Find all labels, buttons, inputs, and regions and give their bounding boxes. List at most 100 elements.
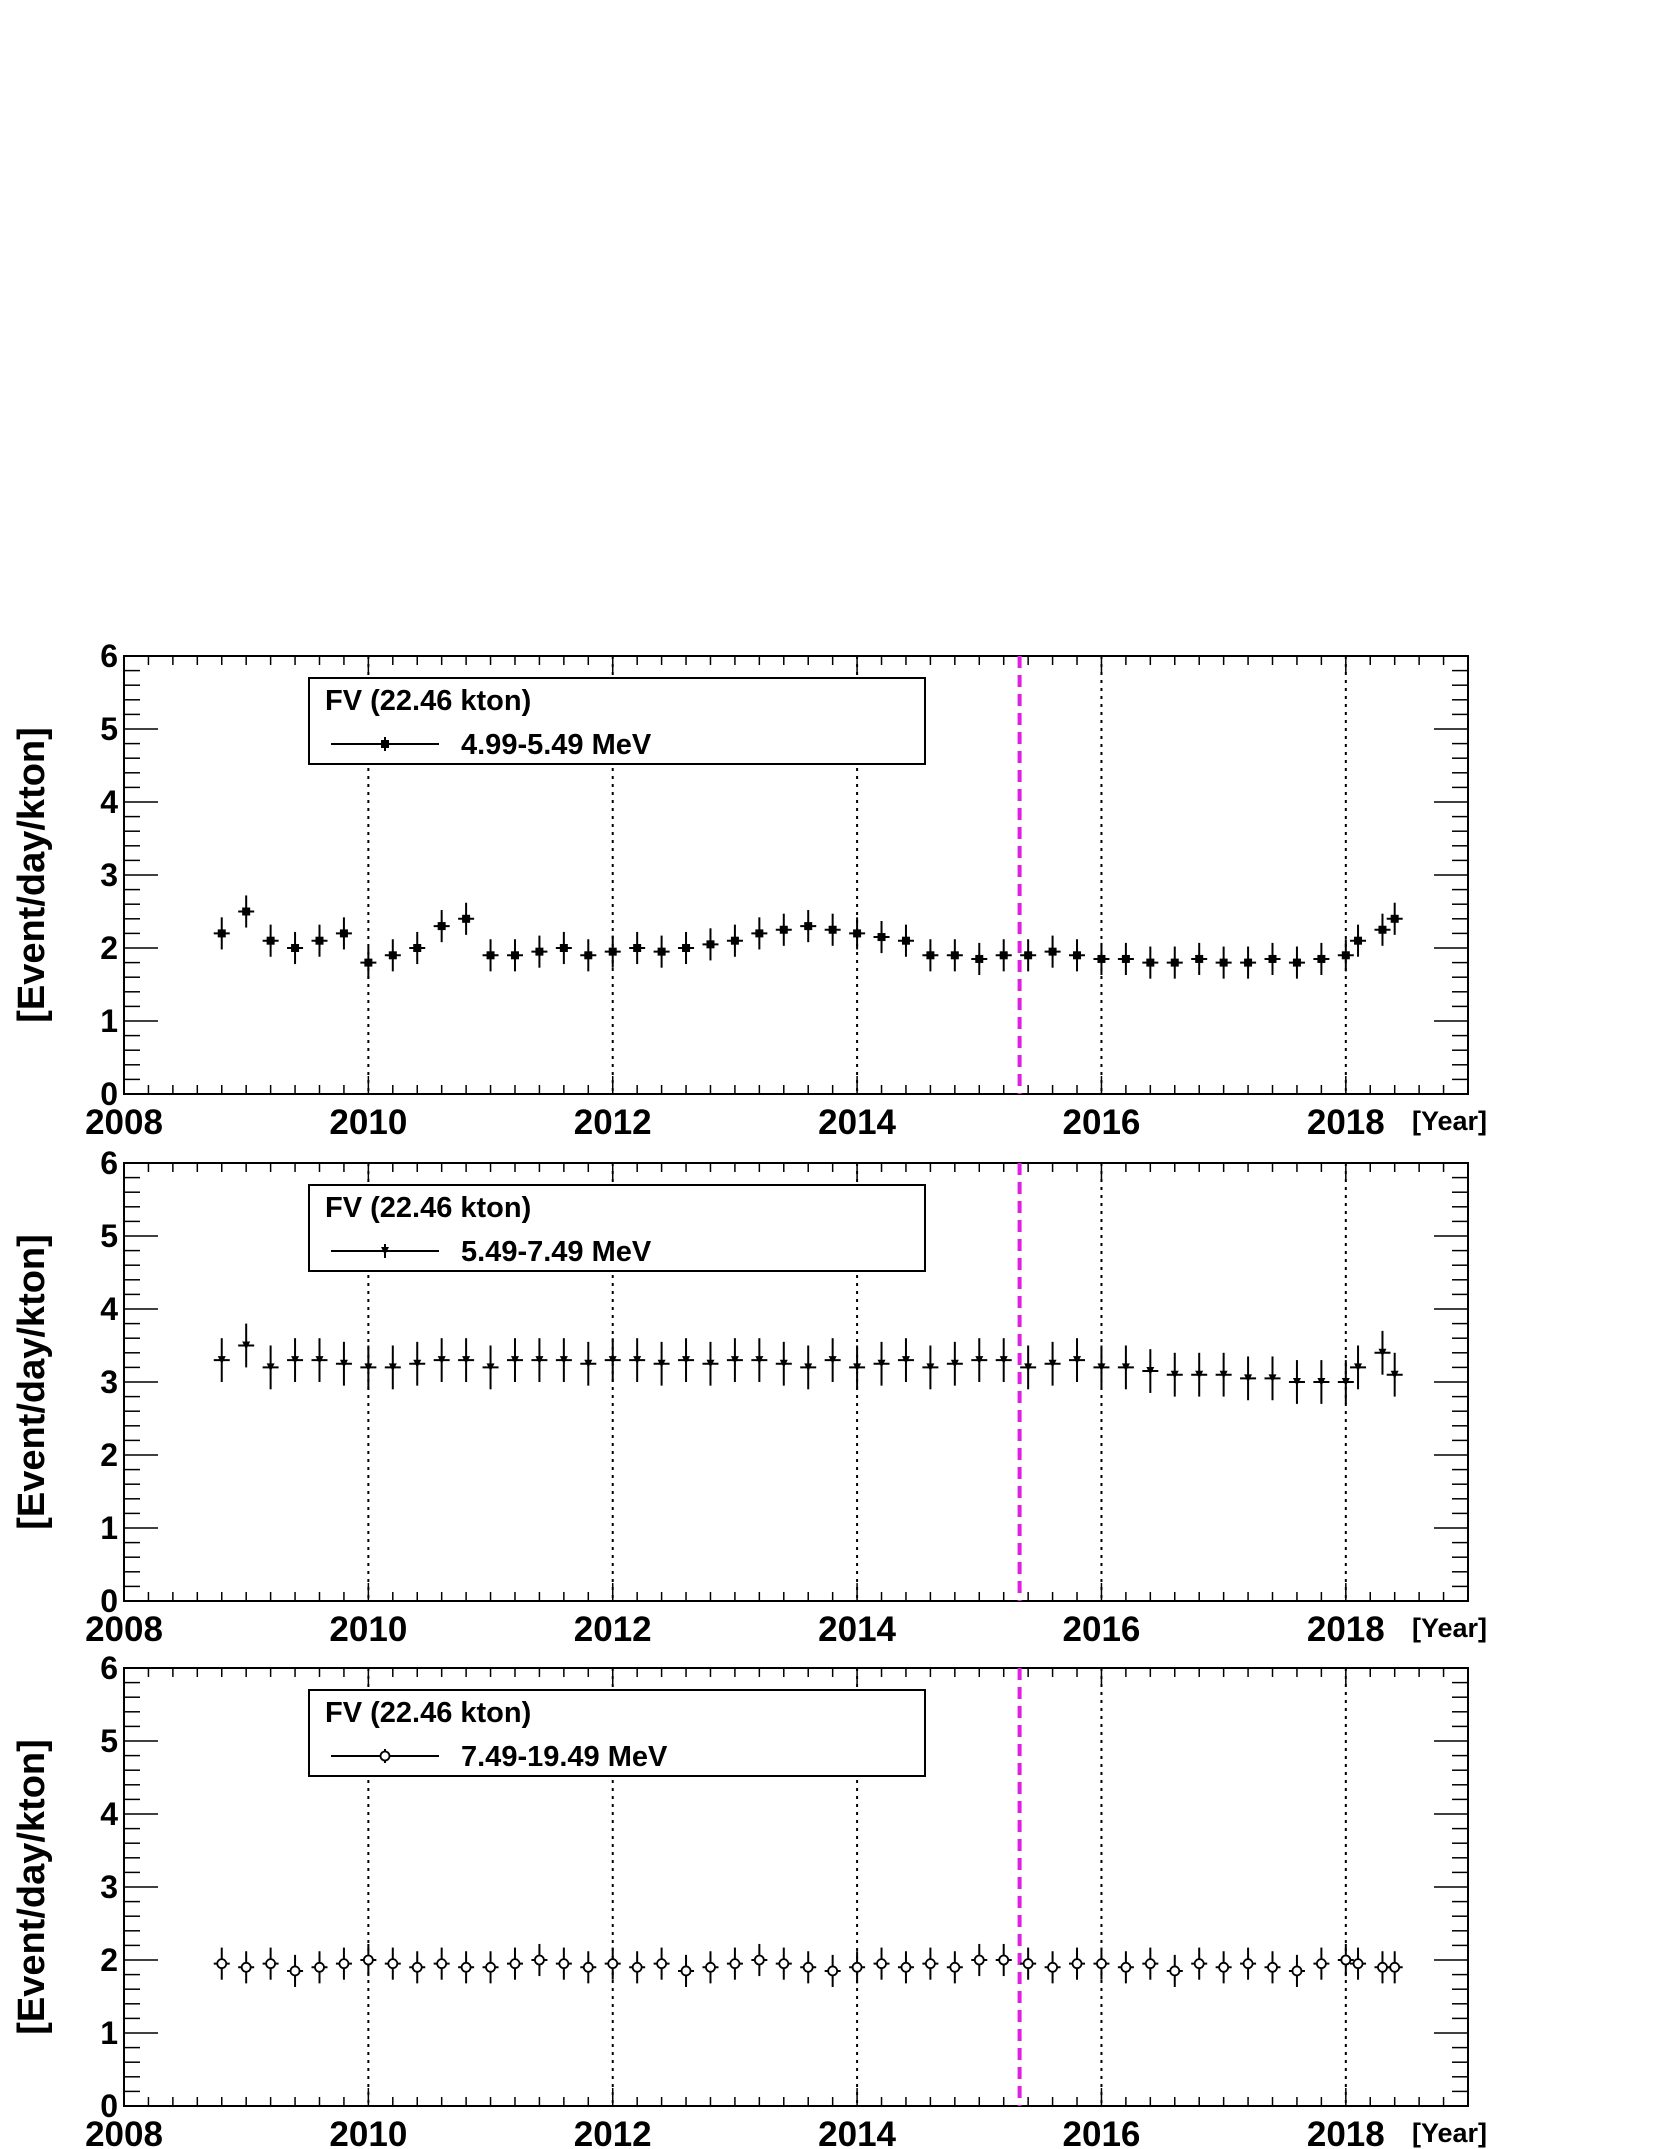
panel-3: 0 1 2 3 4 5 6 2008 2010 2012 2014 2016 2018 [Year] [Ev… [11,1650,1487,2149]
legend-header: FV (22.46 kton) [325,685,531,717]
data-point [291,944,300,952]
data-point [314,1961,325,1973]
data-point [705,1961,716,1973]
data-point [364,1363,373,1372]
data-point [559,1356,568,1365]
data-point [266,1363,275,1372]
y-tick-label: 4 [100,1291,118,1327]
data-point [1170,1370,1179,1379]
data-point [1315,1958,1327,1970]
data-point [853,1363,862,1372]
data-point [804,1363,813,1372]
x-tick-label: 2018 [1307,2115,1385,2149]
data-point [217,929,226,938]
data-point [1024,1363,1033,1372]
data-point [535,947,544,956]
legend-marker [381,740,389,748]
data-point [436,1958,448,1970]
data-point [240,1961,252,1973]
data-point [900,1961,912,1973]
data-point [289,1965,301,1977]
data-point [388,951,397,960]
data-point [680,1965,692,1977]
data-point [387,1958,399,1970]
y-tick-label: 5 [100,1218,118,1254]
data-point [1047,1961,1058,1973]
data-point [925,1958,936,1970]
data-point [1244,1374,1253,1383]
data-point [559,944,568,952]
data-point [486,951,495,960]
data-point [657,947,666,956]
data-point [1317,1378,1326,1386]
data-point [1390,1370,1399,1379]
data-point [828,1356,837,1365]
y-tick-label: 2 [100,1437,118,1473]
panel-2: 0 1 2 3 4 5 6 2008 2010 2012 2014 2016 2018 [Year] [Ev… [11,1145,1487,1649]
data-point [1195,1370,1204,1379]
data-point [216,1958,228,1970]
data-point [1071,1958,1083,1970]
y-tick-label: 3 [100,1869,118,1905]
data-point [1048,1359,1057,1368]
data-point [1267,1961,1278,1973]
data-point [1022,1958,1034,1970]
data-point [509,1958,521,1970]
data-point [633,944,642,952]
data-point [778,1958,790,1970]
data-point [265,1958,277,1970]
data-point [364,958,373,967]
data-point [1195,954,1204,963]
y-tick-label: 1 [100,2015,118,2051]
data-point [1244,958,1253,967]
data-point [1317,954,1326,963]
x-tick-label: 2012 [574,1610,652,1649]
legend-marker [379,1750,391,1762]
data-point [975,1356,984,1365]
y-tick-label: 5 [100,1723,118,1759]
data-point [753,1954,765,1966]
y-tick-label: 1 [100,1003,118,1039]
data-point [926,951,935,960]
data-point [656,1958,667,1970]
data-point [411,1961,423,1973]
data-point [607,1958,619,1970]
data-point [999,1356,1008,1365]
data-point [1341,951,1350,960]
data-point [827,1965,839,1977]
y-tick-label: 1 [100,1510,118,1546]
y-tick-label: 5 [100,711,118,747]
panel-1: 0 1 2 3 4 5 6 2008 2010 2012 2014 2016 2018 [Year] [Ev… [11,638,1487,1142]
x-tick-label: 2008 [85,1103,163,1142]
data-point [1219,1370,1228,1379]
data-point [998,1954,1010,1966]
data-point [485,1961,496,1973]
data-point [413,1359,422,1368]
data-point [851,1961,863,1973]
x-tick-label: 2014 [818,1610,896,1649]
y-tick-label: 6 [100,1145,118,1181]
data-point [510,1356,519,1365]
y-tick-label: 3 [100,1364,118,1400]
legend: FV (22.46 kton) 5.49-7.49 MeV [308,1184,926,1272]
x-tick-label: 2008 [85,2115,163,2149]
data-point [1352,1958,1364,1970]
x-tick-label: 2016 [1063,2115,1141,2149]
data-point [730,936,739,945]
legend-entry: 5.49-7.49 MeV [461,1236,652,1268]
x-tick-label: 2010 [329,1610,407,1649]
data-point [1146,958,1155,967]
data-point [804,922,813,931]
x-tick-label: 2014 [818,2115,896,2149]
legend-box [308,1689,926,1777]
data-point [999,951,1008,960]
data-point [1073,1356,1082,1365]
data-point [631,1961,643,1973]
data-point [876,1958,887,1970]
y-tick-label: 0 [100,2088,118,2124]
data-point [1193,1958,1205,1970]
data-point [1268,954,1277,963]
data-point [338,1958,350,1970]
data-point [1024,951,1033,960]
x-tick-label: 2010 [329,1103,407,1142]
